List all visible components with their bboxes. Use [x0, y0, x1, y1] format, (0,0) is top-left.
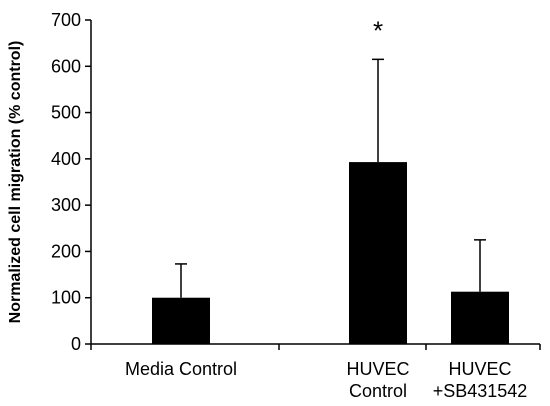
x-tick-label: Control [349, 381, 407, 401]
annotations: * [373, 15, 383, 45]
y-ticks: 0 100 200 300 400 500 600 700 [51, 10, 91, 354]
x-tick-label: HUVEC [346, 359, 409, 379]
y-tick-label: 300 [51, 195, 81, 215]
y-tick-label: 700 [51, 10, 81, 30]
bars [152, 162, 509, 344]
y-tick-label: 600 [51, 56, 81, 76]
y-axis-label: Normalized cell migration (% control) [7, 41, 24, 324]
error-bars [175, 58, 486, 298]
y-tick-label: 100 [51, 288, 81, 308]
bar [451, 291, 509, 344]
bar [349, 162, 407, 344]
x-tick-label: +SB431542 [433, 381, 528, 401]
x-tick-label: Media Control [125, 359, 237, 379]
y-tick-label: 200 [51, 241, 81, 261]
x-tick-label: HUVEC [448, 359, 511, 379]
y-tick-label: 500 [51, 103, 81, 123]
y-axis-label-group: Normalized cell migration (% control) [7, 41, 24, 324]
y-tick-label: 400 [51, 149, 81, 169]
bar [152, 297, 210, 344]
significance-marker: * [373, 15, 383, 45]
y-tick-label: 0 [71, 334, 81, 354]
